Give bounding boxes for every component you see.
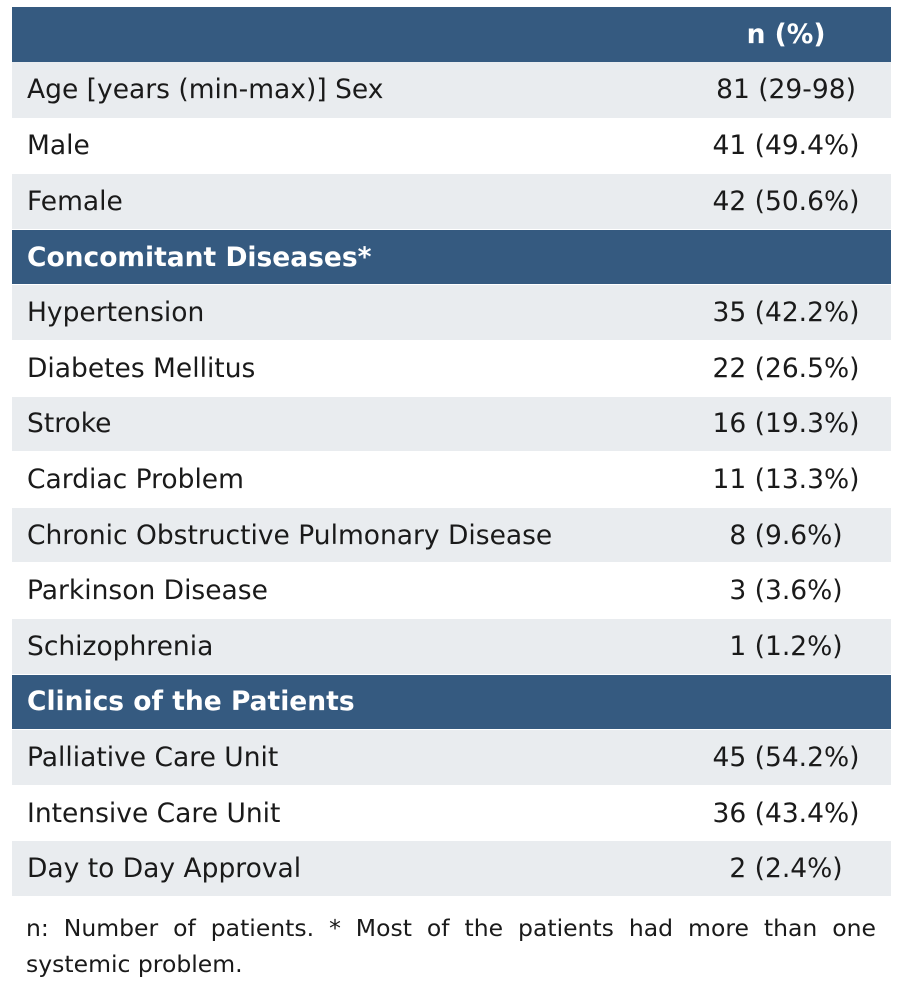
table-header-row: n (%) <box>12 7 891 62</box>
row-value: 1 (1.2%) <box>729 630 843 662</box>
table-row: Stroke 16 (19.3%) <box>12 395 891 452</box>
table-row: Diabetes Mellitus 22 (26.5%) <box>12 339 891 396</box>
column-header-n-percent: n (%) <box>746 19 826 50</box>
table-row: Male 41 (49.4%) <box>12 117 891 174</box>
row-value: 3 (3.6%) <box>729 575 843 607</box>
table-row: Hypertension 35 (42.2%) <box>12 284 891 340</box>
row-label: Parkinson Disease <box>27 575 268 607</box>
row-label: Female <box>27 185 123 217</box>
table-footnote: n: Number of patients. * Most of the pat… <box>26 914 876 978</box>
section-header-row: Clinics of the Patients <box>12 673 891 730</box>
row-label: Chronic Obstructive Pulmonary Disease <box>27 519 553 551</box>
row-label: Schizophrenia <box>27 630 214 662</box>
row-label: Hypertension <box>27 297 205 329</box>
row-label: Day to Day Approval <box>27 853 302 885</box>
table-row: Parkinson Disease 3 (3.6%) <box>12 562 891 618</box>
row-label: Intensive Care Unit <box>27 797 281 829</box>
row-label: Diabetes Mellitus <box>27 352 256 384</box>
section-title: Concomitant Diseases* <box>27 241 372 273</box>
row-label: Cardiac Problem <box>27 463 244 495</box>
row-value: 42 (50.6%) <box>712 185 860 217</box>
table-body: Age [years (min-max)] Sex 81 (29-98) Male 4… <box>12 62 891 896</box>
row-value: 41 (49.4%) <box>712 130 860 162</box>
table-row: Female 42 (50.6%) <box>12 173 891 229</box>
row-value: 8 (9.6%) <box>729 519 843 551</box>
section-header-row: Concomitant Diseases* <box>12 228 891 285</box>
table-row: Chronic Obstructive Pulmonary Disease 8 (… <box>12 506 891 563</box>
row-value: 2 (2.4%) <box>729 853 843 885</box>
row-value: 36 (43.4%) <box>712 797 860 829</box>
row-value: 11 (13.3%) <box>712 463 860 495</box>
table-row: Intensive Care Unit 36 (43.4%) <box>12 784 891 841</box>
patient-characteristics-table: n (%) Age [years (min-max)] Sex 81 (29-98… <box>12 7 891 896</box>
table-row: Schizophrenia 1 (1.2%) <box>12 617 891 674</box>
table-row: Day to Day Approval 2 (2.4%) <box>12 840 891 896</box>
table-row: Palliative Care Unit 45 (54.2%) <box>12 729 891 785</box>
table-row: Cardiac Problem 11 (13.3%) <box>12 451 891 507</box>
row-value: 35 (42.2%) <box>712 297 860 329</box>
row-value: 81 (29-98) <box>716 74 856 106</box>
row-label: Palliative Care Unit <box>27 741 279 773</box>
row-value: 16 (19.3%) <box>712 408 860 440</box>
row-value: 45 (54.2%) <box>712 741 860 773</box>
table-row: Age [years (min-max)] Sex 81 (29-98) <box>12 62 891 118</box>
row-label: Male <box>27 130 90 162</box>
row-value: 22 (26.5%) <box>712 352 860 384</box>
section-title: Clinics of the Patients <box>27 686 355 718</box>
row-label: Stroke <box>27 408 112 440</box>
row-label: Age [years (min-max)] Sex <box>27 74 384 106</box>
